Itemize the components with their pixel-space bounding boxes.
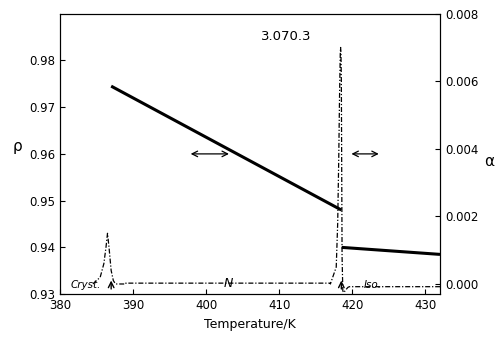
Text: 3.070.3: 3.070.3 (262, 30, 312, 43)
Text: N: N (224, 277, 233, 290)
Text: Cryst.: Cryst. (71, 280, 102, 290)
Y-axis label: α: α (484, 154, 494, 169)
Y-axis label: ρ: ρ (13, 139, 23, 154)
X-axis label: Temperature/K: Temperature/K (204, 317, 296, 330)
Text: Iso.: Iso. (364, 280, 382, 290)
